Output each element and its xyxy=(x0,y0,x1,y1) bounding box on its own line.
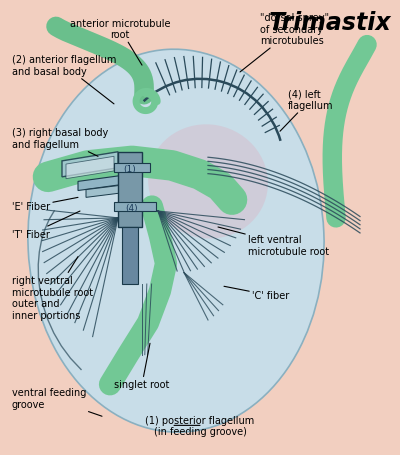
Polygon shape xyxy=(66,157,114,179)
Polygon shape xyxy=(122,228,138,284)
Text: anterior microtubule
root: anterior microtubule root xyxy=(70,19,170,66)
Text: "dorsal spray"
of secondary
microtubules: "dorsal spray" of secondary microtubules xyxy=(240,13,329,73)
Text: 'E' Fiber: 'E' Fiber xyxy=(12,198,78,212)
Text: (4): (4) xyxy=(126,203,138,212)
Polygon shape xyxy=(118,152,142,228)
Polygon shape xyxy=(114,202,156,212)
Polygon shape xyxy=(62,152,118,177)
Ellipse shape xyxy=(28,50,324,432)
Text: ventral feeding
groove: ventral feeding groove xyxy=(12,387,102,416)
Text: 'T' Fiber: 'T' Fiber xyxy=(12,212,80,239)
Text: (1): (1) xyxy=(124,165,136,174)
Text: 'C' fiber: 'C' fiber xyxy=(224,287,289,301)
Text: (3) right basal body
and flagellum: (3) right basal body and flagellum xyxy=(12,128,108,157)
Text: (2) anterior flagellum
and basal body: (2) anterior flagellum and basal body xyxy=(12,55,116,105)
Text: Trimastix: Trimastix xyxy=(269,11,392,35)
Polygon shape xyxy=(86,185,126,198)
Text: right ventral
microtubule root
outer and
inner portions: right ventral microtubule root outer and… xyxy=(12,257,93,320)
Text: (1) posterior flagellum
(in feeding groove): (1) posterior flagellum (in feeding groo… xyxy=(145,415,255,436)
Text: left ventral
microtubule root: left ventral microtubule root xyxy=(218,228,329,257)
Text: (4) left
flagellum: (4) left flagellum xyxy=(280,89,334,132)
Polygon shape xyxy=(78,175,128,191)
Text: singlet root: singlet root xyxy=(114,344,170,389)
Polygon shape xyxy=(114,164,150,173)
Ellipse shape xyxy=(148,125,268,239)
